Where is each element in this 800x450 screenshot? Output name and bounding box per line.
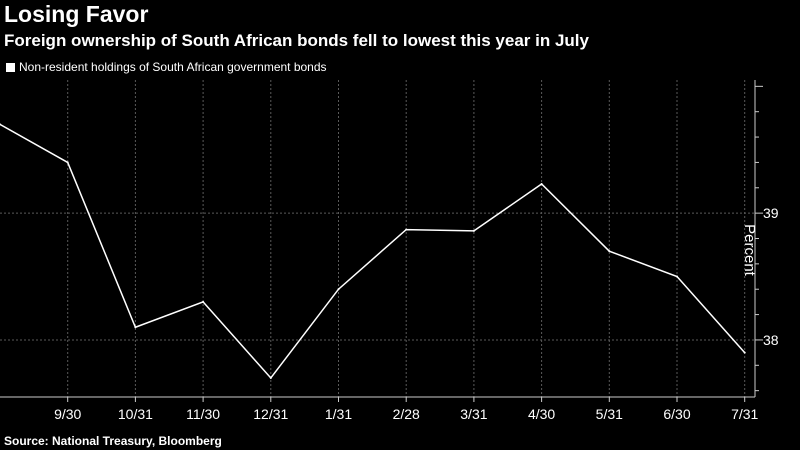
data-point: [66, 161, 69, 164]
data-point: [743, 351, 746, 354]
y-tick-label: 39: [763, 205, 779, 221]
x-tick-label: 7/31: [731, 406, 758, 422]
x-tick-label: 5/31: [596, 406, 623, 422]
data-point: [0, 123, 1, 126]
x-tick-label: 11/30: [186, 406, 220, 422]
chart-title: Losing Favor: [4, 1, 149, 27]
x-tick-label: 10/31: [118, 406, 153, 422]
data-point: [134, 326, 137, 329]
x-tick-label: 1/31: [325, 406, 352, 422]
y-tick-label: 38: [763, 332, 779, 348]
x-tick-label: 3/31: [460, 406, 487, 422]
x-tick-label: 4/30: [528, 406, 555, 422]
data-point: [540, 182, 543, 185]
data-point: [202, 300, 205, 303]
x-tick-label: 9/30: [54, 406, 81, 422]
legend-label: Non-resident holdings of South African g…: [19, 60, 327, 74]
y-axis-label: Percent: [741, 224, 758, 276]
data-point: [269, 376, 272, 379]
x-tick-label: 12/31: [253, 406, 288, 422]
series-line: [0, 123, 746, 380]
data-point: [337, 288, 340, 291]
data-point: [608, 250, 611, 253]
x-tick-label: 2/28: [393, 406, 420, 422]
legend: Non-resident holdings of South African g…: [6, 60, 327, 74]
x-tick-label: 6/30: [663, 406, 690, 422]
legend-swatch: [6, 62, 15, 72]
data-point: [405, 228, 408, 231]
chart-subtitle: Foreign ownership of South African bonds…: [4, 31, 589, 50]
data-point: [676, 275, 678, 278]
data-point: [472, 229, 475, 232]
source-note: Source: National Treasury, Bloomberg: [4, 434, 222, 448]
